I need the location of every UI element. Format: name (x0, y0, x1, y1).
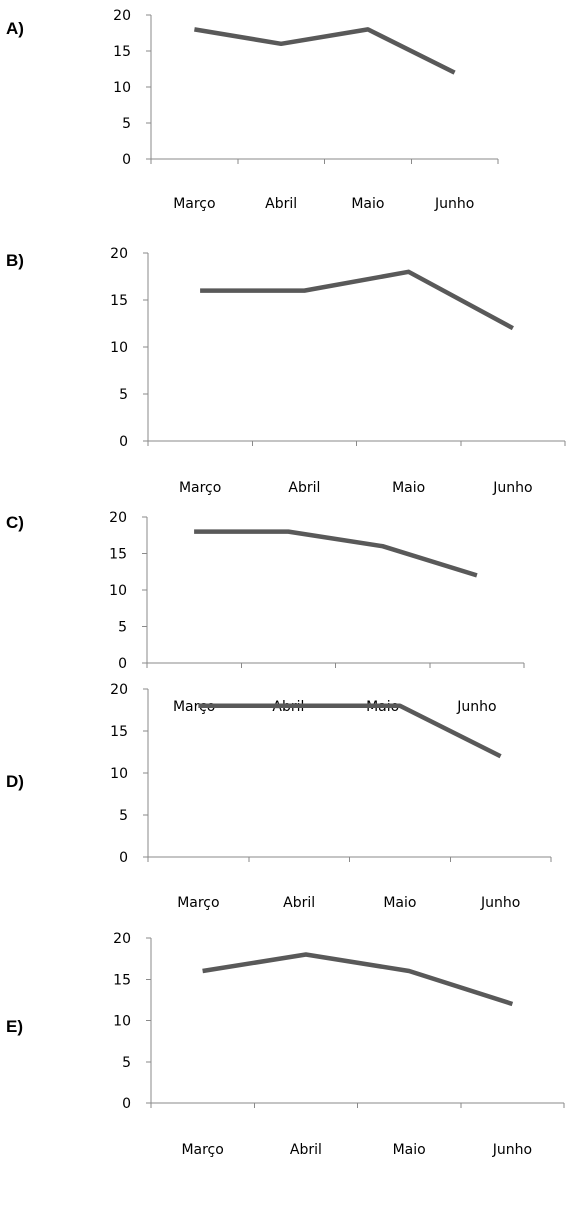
y-tick-label: 20 (110, 682, 128, 698)
x-tick-label: Junho (434, 196, 474, 212)
option-letter-a: A) (6, 19, 24, 38)
y-tick-label: 20 (110, 246, 128, 262)
series-line-a (194, 27, 456, 75)
y-tick-label: 15 (110, 724, 128, 740)
x-tick-label: Junho (456, 699, 496, 715)
x-tick-label: Março (181, 1142, 223, 1158)
y-tick-label: 5 (122, 1055, 131, 1071)
x-tick-label: Abril (283, 895, 315, 911)
option-letter-d: D) (6, 772, 24, 791)
x-tick-label: Maio (392, 480, 425, 496)
option-letter-b: B) (6, 251, 24, 270)
chart-option-a: A) 0 5 10 15 20 Março Abril Maio Junho (6, 8, 499, 212)
x-tick-label: Março (179, 480, 221, 496)
y-tick-label: 0 (122, 152, 131, 168)
chart-option-b: B) 0 5 10 15 20 Março Abril Maio Junho (6, 246, 566, 496)
y-tick-label: 5 (122, 116, 131, 132)
y-tick-label: 10 (109, 583, 127, 599)
series-line-c (194, 529, 478, 578)
y-tick-label: 20 (109, 510, 127, 526)
y-tick-label: 10 (110, 340, 128, 356)
y-tick-label: 15 (113, 972, 131, 988)
chart-option-e: E) 0 5 10 15 20 Março Abril Maio Junho (6, 931, 565, 1158)
y-tick-label: 10 (110, 766, 128, 782)
x-tick-label: Março (173, 196, 215, 212)
y-tick-label: 15 (113, 44, 131, 60)
x-tick-label: Março (177, 895, 219, 911)
y-tick-label: 0 (119, 434, 128, 450)
x-tick-label: Abril (265, 196, 297, 212)
x-tick-label: Maio (393, 1142, 426, 1158)
y-tick-label: 10 (113, 80, 131, 96)
y-tick-label: 5 (119, 387, 128, 403)
x-tick-label: Março (173, 699, 215, 715)
y-tick-label: 20 (113, 931, 131, 947)
x-tick-label: Maio (383, 895, 416, 911)
y-tick-label: 0 (118, 656, 127, 672)
x-tick-label: Maio (351, 196, 384, 212)
y-tick-label: 5 (118, 620, 127, 636)
y-tick-label: 0 (119, 850, 128, 866)
series-line-e (202, 952, 514, 1007)
y-tick-label: 15 (110, 293, 128, 309)
series-line-d (198, 703, 502, 759)
y-tick-label: 10 (113, 1014, 131, 1030)
x-tick-label: Abril (290, 1142, 322, 1158)
option-letter-c: C) (6, 513, 24, 532)
y-tick-label: 0 (122, 1096, 131, 1112)
y-tick-label: 15 (109, 547, 127, 563)
x-tick-label: Junho (492, 1142, 532, 1158)
x-tick-label: Abril (288, 480, 320, 496)
option-letter-e: E) (6, 1017, 23, 1036)
y-tick-label: 5 (119, 808, 128, 824)
x-tick-label: Junho (480, 895, 520, 911)
series-line-b (200, 269, 514, 331)
y-tick-label: 20 (113, 8, 131, 24)
x-tick-label: Junho (492, 480, 532, 496)
chart-option-d: D) 0 5 10 15 20 Março Abril Maio Junho (6, 682, 552, 911)
